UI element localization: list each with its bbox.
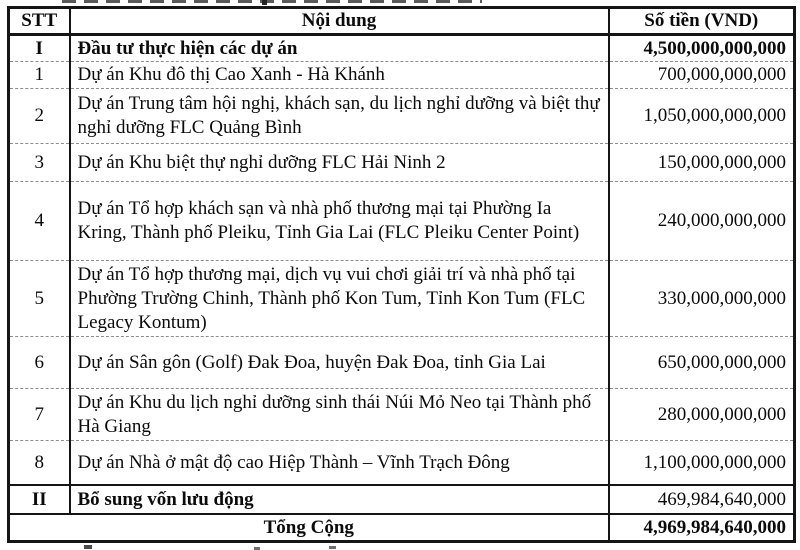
row-amount: 469,984,640,000 bbox=[608, 485, 795, 515]
row-content: Bổ sung vốn lưu động bbox=[69, 485, 610, 515]
row-no: 3 bbox=[8, 143, 71, 182]
table-row-1: 1 Dự án Khu đô thị Cao Xanh - Hà Khánh 7… bbox=[8, 61, 795, 89]
row-content: Dự án Khu du lịch nghỉ dưỡng sinh thái N… bbox=[69, 388, 610, 441]
row-content: Dự án Trung tâm hội nghị, khách sạn, du … bbox=[69, 88, 610, 144]
row-amount: 280,000,000,000 bbox=[608, 388, 795, 441]
total-label: Tổng Cộng bbox=[8, 514, 610, 542]
row-content: Dự án Khu đô thị Cao Xanh - Hà Khánh bbox=[69, 61, 610, 89]
clipped-text-fragment-top-dot bbox=[262, 0, 267, 5]
row-content: Dự án Tổ hợp thương mại, dịch vụ vui chơ… bbox=[69, 260, 610, 337]
row-amount: 330,000,000,000 bbox=[608, 260, 795, 337]
row-content: Dự án Khu biệt thự nghỉ dưỡng FLC Hải Ni… bbox=[69, 143, 610, 182]
table-row-2: 2 Dự án Trung tâm hội nghị, khách sạn, d… bbox=[8, 88, 795, 144]
row-amount: 150,000,000,000 bbox=[608, 143, 795, 182]
table-row-3: 3 Dự án Khu biệt thự nghỉ dưỡng FLC Hải … bbox=[8, 143, 795, 182]
table-row-6: 6 Dự án Sân gôn (Golf) Đak Đoa, huyện Đa… bbox=[8, 336, 795, 389]
row-no: 6 bbox=[8, 336, 71, 389]
table-row-4: 4 Dự án Tổ hợp khách sạn và nhà phố thươ… bbox=[8, 181, 795, 261]
table-row-total: Tổng Cộng 4,969,984,640,000 bbox=[8, 514, 795, 542]
row-amount: 240,000,000,000 bbox=[608, 181, 795, 261]
row-no: 1 bbox=[8, 61, 71, 89]
table-row-7: 7 Dự án Khu du lịch nghỉ dưỡng sinh thái… bbox=[8, 388, 795, 441]
table-row-5: 5 Dự án Tổ hợp thương mại, dịch vụ vui c… bbox=[8, 260, 795, 337]
row-content: Dự án Tổ hợp khách sạn và nhà phố thương… bbox=[69, 181, 610, 261]
row-no: I bbox=[8, 34, 71, 62]
header-stt: STT bbox=[8, 7, 71, 36]
row-amount: 650,000,000,000 bbox=[608, 336, 795, 389]
row-no: II bbox=[8, 485, 71, 515]
row-no: 2 bbox=[8, 88, 71, 144]
header-sotien: Số tiền (VND) bbox=[608, 7, 795, 36]
header-noidung: Nội dung bbox=[69, 7, 610, 36]
clipped-text-fragment-bottom-3 bbox=[329, 546, 336, 549]
clipped-text-fragment-top bbox=[62, 0, 482, 3]
row-no: 7 bbox=[8, 388, 71, 441]
row-no: 4 bbox=[8, 181, 71, 261]
total-amount: 4,969,984,640,000 bbox=[643, 516, 787, 538]
row-amount: 700,000,000,000 bbox=[608, 61, 795, 89]
row-content: Đầu tư thực hiện các dự án bbox=[69, 34, 610, 62]
capital-usage-table: STT Nội dung Số tiền (VND) I Đầu tư thực… bbox=[7, 6, 796, 543]
row-amount: 4,500,000,000,000 bbox=[608, 34, 795, 62]
row-amount: 1,050,000,000,000 bbox=[608, 88, 795, 144]
row-content: Dự án Nhà ở mật độ cao Hiệp Thành – Vĩnh… bbox=[69, 440, 610, 486]
row-amount: 1,100,000,000,000 bbox=[608, 440, 795, 486]
table-row-section-II: II Bổ sung vốn lưu động 469,984,640,000 bbox=[8, 485, 795, 515]
row-no: 5 bbox=[8, 260, 71, 337]
clipped-text-fragment-bottom-1 bbox=[84, 545, 92, 549]
table-row-8: 8 Dự án Nhà ở mật độ cao Hiệp Thành – Vĩ… bbox=[8, 440, 795, 486]
table-header-row: STT Nội dung Số tiền (VND) bbox=[8, 7, 795, 36]
row-no: 8 bbox=[8, 440, 71, 486]
table-row-section-I: I Đầu tư thực hiện các dự án 4,500,000,0… bbox=[8, 34, 795, 62]
row-content: Dự án Sân gôn (Golf) Đak Đoa, huyện Đak … bbox=[69, 336, 610, 389]
clipped-text-fragment-bottom-2 bbox=[254, 547, 260, 550]
